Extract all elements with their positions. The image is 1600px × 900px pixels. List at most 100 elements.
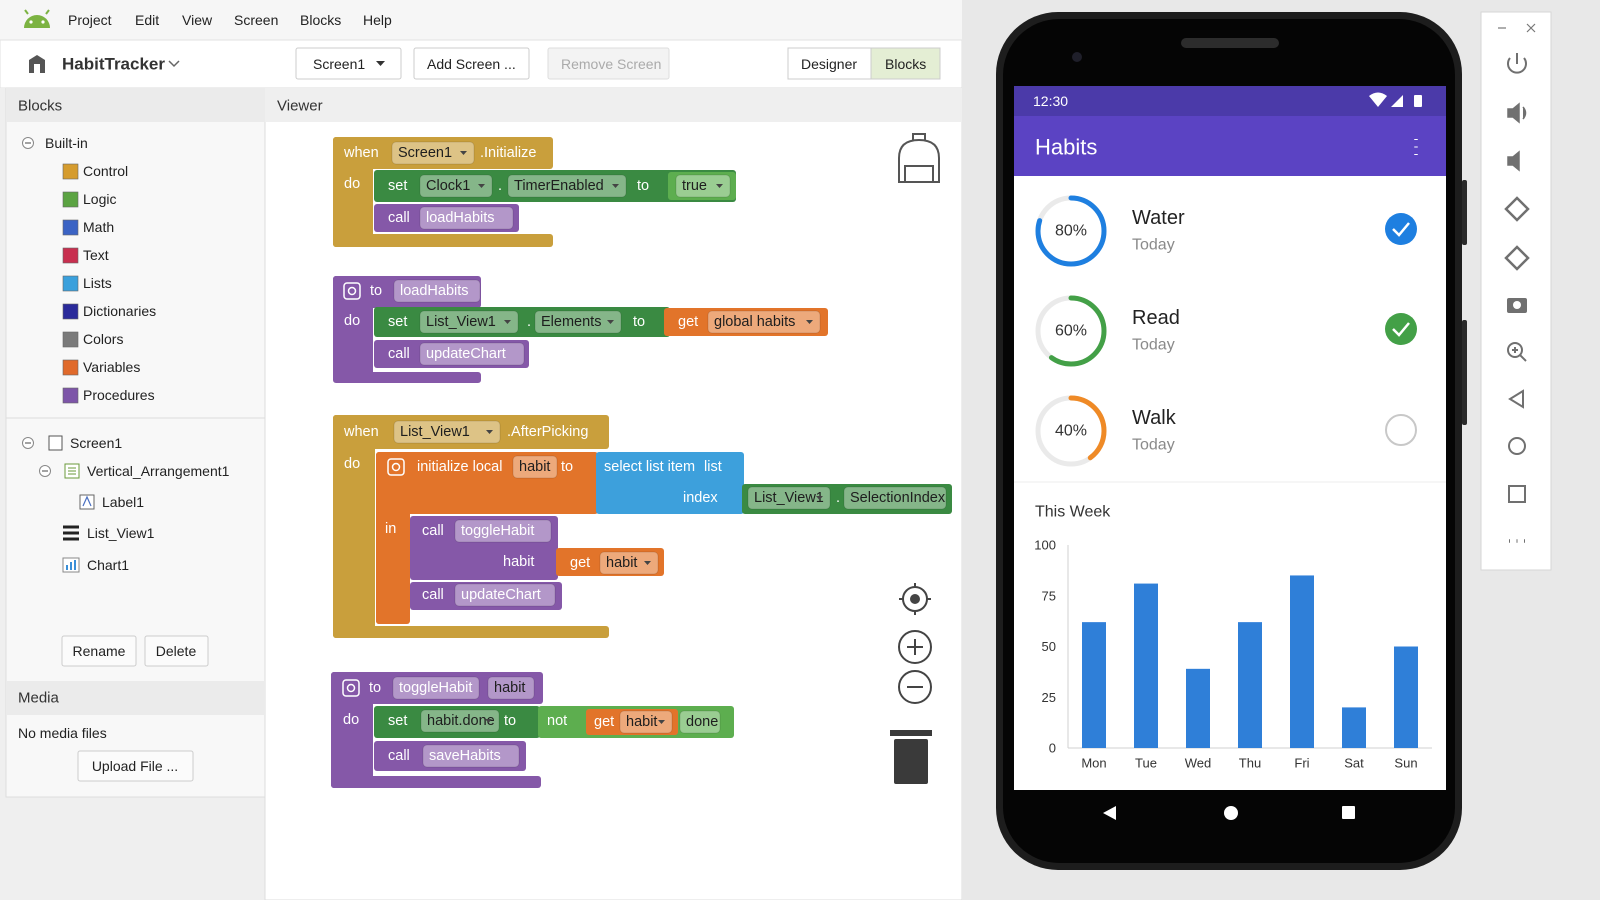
code-block[interactable] — [333, 234, 553, 247]
component-item[interactable]: Chart1 — [87, 557, 129, 573]
block-field[interactable] — [507, 174, 627, 198]
menu-item[interactable]: Blocks — [300, 12, 341, 28]
code-block[interactable] — [742, 484, 952, 514]
block-text: call — [422, 587, 444, 603]
code-block[interactable] — [331, 776, 541, 788]
code-block[interactable] — [333, 137, 553, 169]
habit-name[interactable]: Read — [1132, 307, 1180, 329]
block-field[interactable] — [599, 551, 659, 575]
code-block[interactable] — [556, 548, 664, 576]
add-screen-button[interactable] — [413, 47, 530, 80]
block-field[interactable] — [454, 583, 556, 607]
delete-label[interactable]: Delete — [156, 643, 197, 659]
menu-item[interactable]: Screen — [234, 12, 278, 28]
rename-button[interactable] — [61, 635, 137, 667]
code-block[interactable] — [376, 612, 406, 624]
block-field[interactable] — [422, 744, 520, 768]
delete-button[interactable] — [144, 635, 209, 667]
block-field[interactable] — [419, 206, 514, 230]
block-field[interactable] — [679, 710, 721, 734]
code-block[interactable] — [410, 516, 558, 580]
block-field[interactable] — [534, 310, 622, 334]
code-block[interactable] — [333, 415, 609, 449]
category-item[interactable]: Text — [83, 247, 109, 263]
code-block[interactable] — [331, 672, 373, 788]
code-block[interactable] — [333, 372, 481, 383]
designer-button[interactable] — [787, 47, 872, 80]
code-block[interactable] — [668, 172, 736, 200]
code-block[interactable] — [596, 452, 744, 514]
category-item[interactable]: Dictionaries — [83, 303, 156, 319]
habit-check[interactable] — [1385, 213, 1417, 245]
block-field[interactable] — [675, 174, 731, 198]
component-item[interactable]: Vertical_Arrangement1 — [87, 463, 230, 479]
block-field[interactable] — [393, 279, 481, 303]
habit-check[interactable] — [1385, 313, 1417, 345]
code-block[interactable] — [374, 170, 736, 202]
category-item[interactable]: Colors — [83, 331, 123, 347]
block-field[interactable] — [843, 486, 947, 510]
block-text: list — [704, 459, 722, 475]
category-item[interactable]: Lists — [83, 275, 112, 291]
menu-item[interactable]: Edit — [135, 12, 159, 28]
rename-label[interactable]: Rename — [73, 643, 126, 659]
block-field[interactable] — [512, 455, 558, 479]
code-block[interactable] — [376, 452, 598, 514]
blocks-button[interactable] — [870, 47, 941, 80]
component-item[interactable]: Label1 — [102, 494, 144, 510]
category-item[interactable]: Math — [83, 219, 114, 235]
code-block[interactable] — [376, 452, 410, 624]
block-text: select list item — [604, 459, 695, 475]
block-field[interactable] — [419, 174, 493, 198]
block-field[interactable] — [747, 486, 831, 510]
habit-check[interactable] — [1385, 414, 1417, 446]
block-field[interactable] — [420, 709, 500, 733]
block-field[interactable] — [393, 420, 501, 444]
tree-label[interactable]: Built-in — [45, 135, 88, 151]
habit-name[interactable]: Water — [1132, 207, 1185, 229]
component-item[interactable]: Screen1 — [70, 435, 122, 451]
menu-item[interactable]: View — [182, 12, 213, 28]
habit-name[interactable]: Walk — [1132, 407, 1177, 429]
category-item[interactable]: Procedures — [83, 387, 155, 403]
block-field[interactable] — [454, 519, 552, 543]
screen-dropdown-label[interactable]: Screen1 — [313, 56, 365, 72]
code-block[interactable] — [410, 582, 562, 610]
code-block[interactable] — [374, 204, 519, 232]
code-block[interactable] — [374, 340, 529, 368]
code-block[interactable] — [664, 308, 828, 336]
code-block[interactable] — [374, 706, 540, 738]
trash-lid[interactable] — [890, 730, 932, 736]
upload-label[interactable]: Upload File ... — [92, 758, 178, 774]
code-block[interactable] — [586, 709, 678, 735]
block-field[interactable] — [419, 342, 525, 366]
block-field-text: Screen1 — [398, 145, 452, 161]
code-block[interactable] — [333, 415, 375, 638]
category-item[interactable]: Logic — [83, 191, 116, 207]
screen-dropdown[interactable] — [295, 47, 402, 80]
code-block[interactable] — [333, 626, 609, 638]
upload-button[interactable] — [77, 750, 194, 782]
block-field[interactable] — [487, 676, 535, 700]
block-field[interactable] — [419, 310, 519, 334]
code-block[interactable] — [333, 137, 373, 247]
menu-item[interactable]: Project — [68, 12, 112, 28]
add-screen-label[interactable]: Add Screen ... — [427, 56, 516, 72]
category-item[interactable]: Control — [83, 163, 128, 179]
block-field[interactable] — [391, 141, 475, 165]
nav-recents[interactable] — [1342, 806, 1355, 819]
code-block[interactable] — [374, 741, 526, 771]
category-item[interactable]: Variables — [83, 359, 140, 375]
project-name[interactable]: HabitTracker — [62, 55, 165, 74]
designer-label[interactable]: Designer — [801, 56, 857, 72]
nav-home[interactable] — [1224, 806, 1238, 820]
code-block[interactable] — [333, 276, 373, 382]
menu-item[interactable]: Help — [363, 12, 392, 28]
code-block[interactable] — [331, 672, 543, 704]
code-block[interactable] — [374, 307, 670, 337]
block-field[interactable] — [392, 676, 480, 700]
component-item[interactable]: List_View1 — [87, 525, 155, 541]
block-field[interactable] — [707, 310, 821, 334]
block-field[interactable] — [619, 710, 673, 734]
blocks-label[interactable]: Blocks — [885, 56, 926, 72]
